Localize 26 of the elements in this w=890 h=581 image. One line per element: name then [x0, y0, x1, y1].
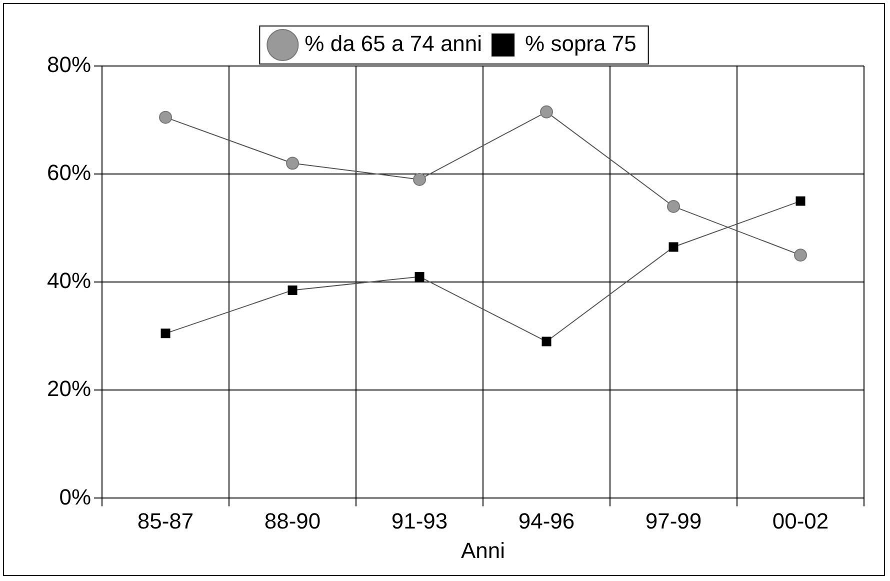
point — [796, 196, 806, 206]
point — [413, 172, 426, 186]
legend-label: % da 65 a 74 anni — [304, 31, 482, 56]
x-tick-label: 97-99 — [645, 508, 702, 534]
y-tick-label: 40% — [46, 268, 92, 294]
point — [542, 336, 552, 346]
point — [288, 285, 298, 295]
point — [668, 242, 678, 252]
point — [414, 272, 424, 282]
y-tick-label: 20% — [46, 376, 92, 402]
x-tick-label: 91-93 — [391, 508, 448, 534]
x-axis-title: Anni — [460, 538, 506, 563]
x-tick-label: 00-02 — [772, 508, 829, 534]
x-tick-label: 88-90 — [264, 508, 321, 534]
x-tick-label: 94-96 — [518, 508, 575, 534]
point — [159, 110, 172, 124]
point — [794, 248, 808, 262]
y-tick-label: 60% — [46, 160, 92, 186]
point — [160, 328, 170, 338]
point — [540, 105, 554, 118]
legend-label: % sopra 75 — [525, 31, 636, 56]
point — [286, 156, 300, 170]
x-tick-label: 85-87 — [137, 508, 194, 534]
y-tick-label: 80% — [46, 52, 92, 78]
point — [667, 200, 680, 213]
y-tick-label: 0% — [59, 484, 92, 510]
